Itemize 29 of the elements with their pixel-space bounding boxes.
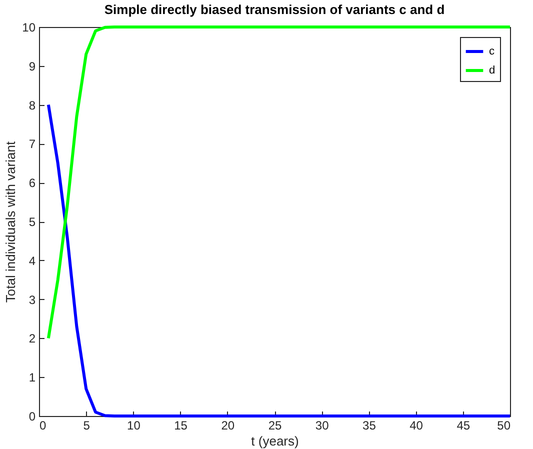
y-tick-label: 10 <box>22 20 36 34</box>
y-tick-label: 2 <box>28 332 36 346</box>
legend-label: d <box>489 64 496 76</box>
y-tick-label: 7 <box>28 137 36 152</box>
y-tick-label: 6 <box>28 176 36 190</box>
x-tick-label: 45 <box>456 418 470 432</box>
chart-title: Simple directly biased transmission of variants c and d <box>104 2 445 17</box>
x-tick-label: 10 <box>127 418 141 432</box>
x-tick-label: 5 <box>83 418 90 432</box>
y-axis-title: Total individuals with variant <box>3 141 18 303</box>
x-tick-label: 20 <box>221 418 235 432</box>
y-tick-label: 0 <box>28 410 36 424</box>
legend-label: c <box>489 46 495 58</box>
y-tick-label: 5 <box>28 215 36 229</box>
y-tick-label: 4 <box>28 254 36 268</box>
x-axis-title: t (years) <box>251 434 299 448</box>
x-tick-label: 25 <box>268 418 282 432</box>
x-tick-label: 0 <box>40 418 46 432</box>
line-series <box>46 26 512 340</box>
y-tick-label: 8 <box>28 98 36 112</box>
x-tick-label: 30 <box>315 418 330 432</box>
x-tick-label: 40 <box>410 418 424 432</box>
x-tick-label: 35 <box>362 418 376 432</box>
y-tick-label: 9 <box>28 59 36 74</box>
x-tick-label: 50 <box>497 418 511 432</box>
y-tick-label: 3 <box>28 292 36 307</box>
line-series <box>46 103 512 418</box>
x-tick-label: 15 <box>174 418 188 432</box>
y-tick-label: 1 <box>28 370 36 385</box>
